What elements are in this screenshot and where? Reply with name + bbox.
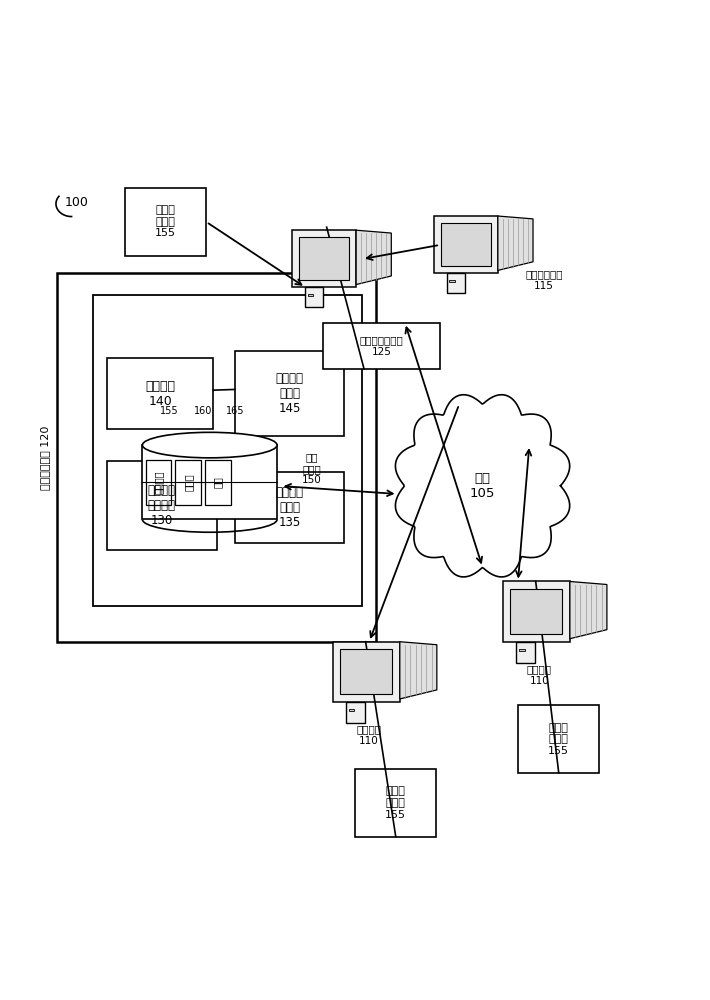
Bar	[449, 280, 454, 282]
Bar	[519, 649, 525, 651]
Bar	[107, 461, 217, 550]
Text: 消息传
递应用
155: 消息传 递应用 155	[155, 205, 176, 238]
Text: 100: 100	[65, 196, 88, 209]
Bar	[447, 273, 464, 293]
Text: 计算设备
110: 计算设备 110	[356, 725, 382, 746]
Text: 标识符: 标识符	[183, 473, 193, 491]
Text: 阈值: 阈值	[213, 476, 223, 488]
Text: 内容提供者设备
125: 内容提供者设备 125	[360, 335, 403, 357]
Bar	[93, 295, 362, 606]
Bar	[307, 294, 313, 296]
Bar	[340, 649, 393, 694]
Bar	[332, 642, 400, 702]
Text: 数据处理系统 120: 数据处理系统 120	[40, 425, 50, 490]
Text: 消息传递系统
115: 消息传递系统 115	[525, 270, 562, 291]
Bar	[175, 460, 201, 505]
Bar	[441, 223, 491, 266]
Text: 165: 165	[226, 406, 244, 416]
Bar	[234, 472, 344, 543]
Bar	[107, 358, 213, 429]
Text: 160: 160	[194, 406, 212, 416]
Bar	[125, 188, 206, 256]
Bar	[234, 351, 344, 436]
Polygon shape	[356, 230, 391, 285]
Bar	[434, 216, 498, 273]
Text: 内容数据: 内容数据	[153, 471, 163, 494]
Polygon shape	[395, 395, 569, 577]
Bar	[349, 709, 354, 711]
Bar	[299, 237, 349, 280]
Text: 计算设备
110: 计算设备 110	[527, 664, 552, 686]
Text: 网络
105: 网络 105	[470, 472, 496, 500]
Bar	[510, 589, 562, 634]
Bar	[58, 273, 376, 642]
Bar	[293, 230, 356, 287]
Bar	[518, 705, 599, 773]
Text: 中间装置
140: 中间装置 140	[145, 380, 175, 408]
Text: 消息传
递应用
155: 消息传 递应用 155	[386, 786, 406, 820]
Bar	[146, 460, 171, 505]
Text: 消息传
递应用
155: 消息传 递应用 155	[548, 723, 569, 756]
Ellipse shape	[143, 432, 277, 458]
Polygon shape	[570, 581, 607, 639]
Bar	[205, 460, 231, 505]
Bar	[355, 769, 437, 837]
Text: 质量传感
器组件
145: 质量传感 器组件 145	[275, 372, 303, 415]
Bar	[305, 287, 323, 307]
Text: 155: 155	[160, 406, 179, 416]
Bar	[503, 581, 570, 642]
Bar	[323, 323, 440, 369]
Bar	[346, 702, 365, 723]
Text: 数据
储存库
150: 数据 储存库 150	[302, 452, 322, 485]
Text: 在线文档
分析组件
130: 在线文档 分析组件 130	[148, 484, 176, 527]
Bar	[516, 642, 535, 663]
Polygon shape	[400, 642, 437, 699]
Bar	[143, 445, 277, 519]
Text: 内容生成
器组件
135: 内容生成 器组件 135	[275, 486, 303, 529]
Polygon shape	[498, 216, 533, 270]
